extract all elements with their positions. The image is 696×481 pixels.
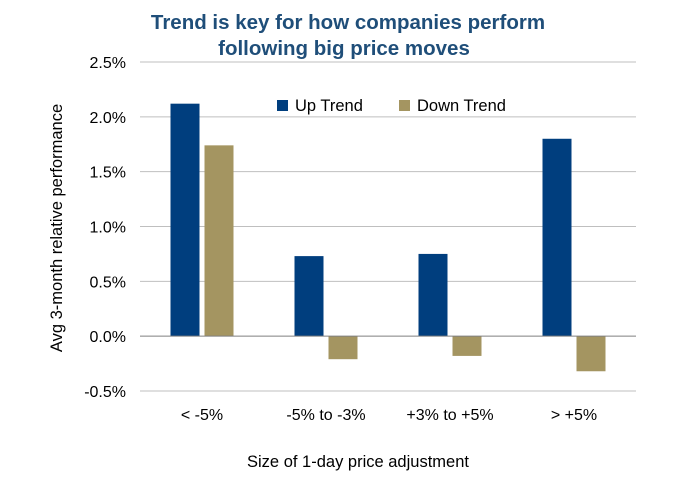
- bar-up-trend-1: [294, 256, 324, 337]
- x-axis-label: Size of 1-day price adjustment: [247, 453, 469, 471]
- legend-label: Down Trend: [417, 97, 506, 115]
- x-tick-label: +3% to +5%: [406, 407, 493, 424]
- bar-down-trend-3: [576, 336, 606, 372]
- legend-swatch: [277, 100, 288, 111]
- chart-subtitle: following big price moves: [218, 37, 470, 60]
- legend-swatch: [399, 100, 410, 111]
- y-tick-label: 1.5%: [90, 165, 126, 182]
- x-axis-categories: < -5% -5% to -3% +3% to +5% > +5%: [181, 407, 597, 424]
- legend-label: Up Trend: [295, 97, 363, 115]
- bars: [170, 103, 606, 372]
- x-tick-label: < -5%: [181, 407, 223, 424]
- y-tick-label: 2.5%: [90, 55, 126, 72]
- y-tick-label: -0.5%: [84, 384, 126, 401]
- y-tick-label: 1.0%: [90, 220, 126, 237]
- y-tick-label: 0.5%: [90, 274, 126, 291]
- y-tick-label: 2.0%: [90, 110, 126, 127]
- bar-up-trend-0: [170, 103, 200, 337]
- bar-up-trend-2: [418, 253, 448, 337]
- bar-down-trend-2: [452, 336, 482, 356]
- bar-down-trend-1: [328, 336, 358, 360]
- x-tick-label: > +5%: [551, 407, 597, 424]
- y-axis-label: Avg 3-month relative performance: [48, 104, 66, 352]
- bar-up-trend-3: [542, 138, 572, 337]
- chart-title: Trend is key for how companies perform: [151, 11, 545, 34]
- legend: Up Trend Down Trend: [277, 97, 506, 115]
- bar-down-trend-0: [204, 145, 234, 337]
- y-tick-label: 0.0%: [90, 329, 126, 346]
- x-tick-label: -5% to -3%: [286, 407, 365, 424]
- y-axis-ticks: 2.5% 2.0% 1.5% 1.0% 0.5% 0.0% -0.5%: [84, 55, 126, 401]
